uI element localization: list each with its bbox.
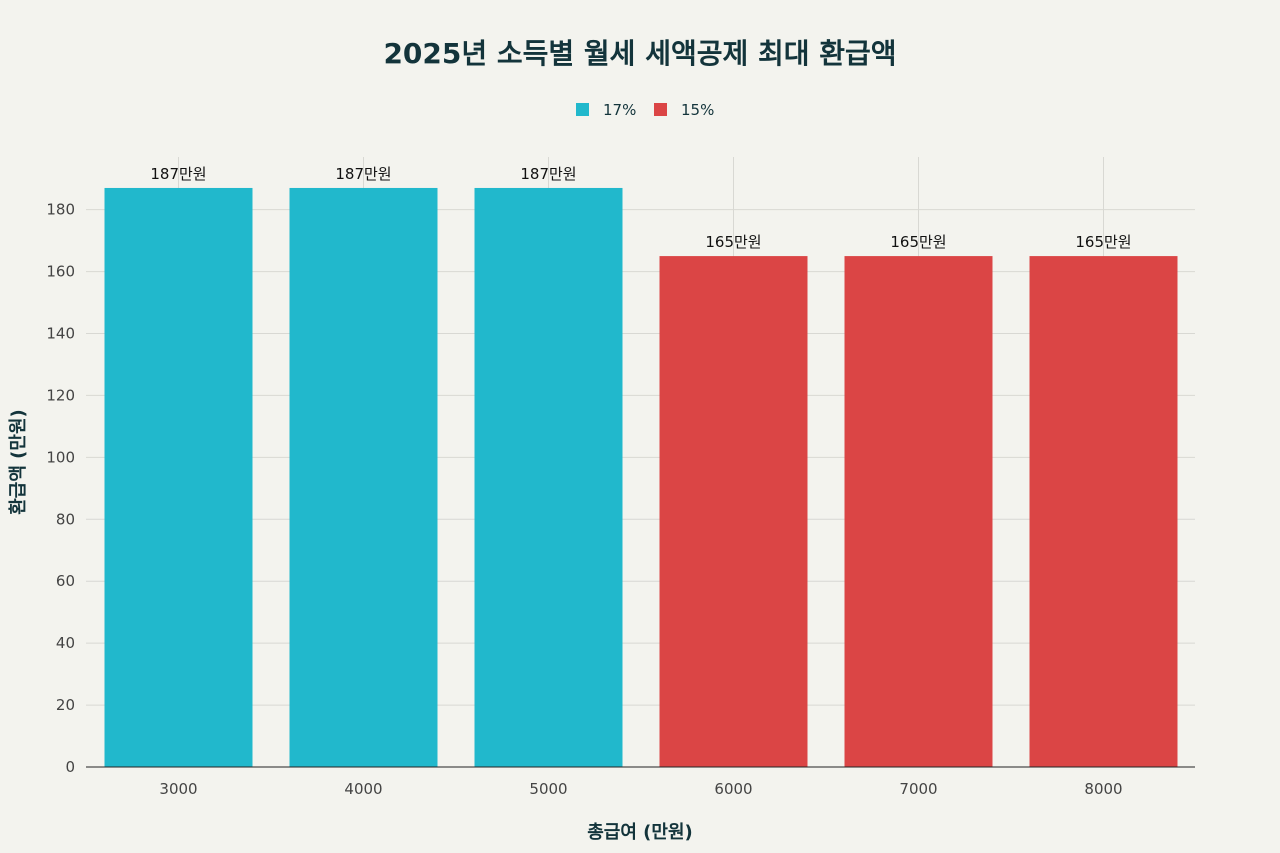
data-label-8000: 165만원 [1075, 233, 1131, 251]
x-tick-label: 4000 [344, 780, 382, 798]
y-tick-label: 20 [56, 696, 75, 714]
bars-layer [104, 187, 1178, 767]
y-tick-label: 160 [46, 263, 75, 281]
data-label-5000: 187만원 [520, 165, 576, 183]
x-tick-label: 8000 [1084, 780, 1122, 798]
y-tick-label: 120 [46, 386, 75, 404]
legend-swatch-17 [576, 103, 589, 116]
bar-6000 [659, 256, 808, 767]
bar-3000 [104, 187, 253, 767]
legend: 17% 15% [576, 101, 714, 119]
bar-4000 [289, 187, 438, 767]
y-axis-title: 환급액 (만원) [7, 409, 29, 515]
bar-5000 [474, 187, 623, 767]
y-tick-label: 100 [46, 448, 75, 466]
y-tick-label: 60 [56, 572, 75, 590]
y-tick-label: 180 [46, 201, 75, 219]
data-label-6000: 165만원 [705, 233, 761, 251]
data-label-4000: 187만원 [335, 165, 391, 183]
data-labels-layer: 187만원 187만원 187만원 165만원 165만원 165만원 [150, 165, 1131, 251]
bar-8000 [1029, 256, 1178, 767]
chart-title: 2025년 소득별 월세 세액공제 최대 환급액 [383, 37, 896, 70]
bar-7000 [844, 256, 993, 767]
x-tick-label: 5000 [529, 780, 567, 798]
x-tick-label: 7000 [899, 780, 937, 798]
data-label-7000: 165만원 [890, 233, 946, 251]
y-tick-label: 140 [46, 324, 75, 342]
axis-layer: 0 20 40 60 80 100 120 140 160 180 3000 4000 5000 6000… [46, 201, 1195, 798]
x-tick-label: 6000 [714, 780, 752, 798]
y-tick-label: 0 [65, 758, 75, 776]
x-axis-title: 총급여 (만원) [587, 822, 693, 843]
y-tick-label: 80 [56, 510, 75, 528]
y-tick-label: 40 [56, 634, 75, 652]
x-tick-label: 3000 [159, 780, 197, 798]
legend-swatch-15 [654, 103, 667, 116]
data-label-3000: 187만원 [150, 165, 206, 183]
legend-label-17: 17% [603, 101, 636, 119]
legend-label-15: 15% [681, 101, 714, 119]
